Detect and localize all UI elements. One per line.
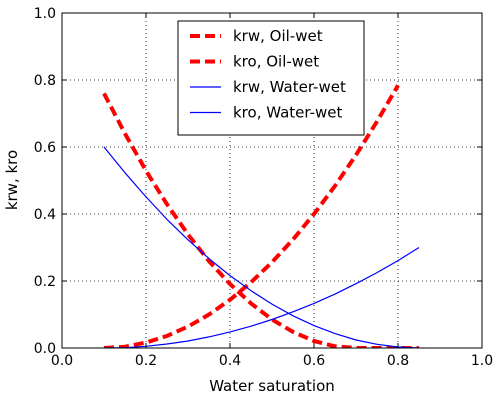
y-tick-label: 0.4 (34, 207, 56, 223)
x-tick-label: 1.0 (471, 353, 493, 369)
x-axis-label: Water saturation (209, 377, 335, 395)
legend-label: kro, Oil-wet (233, 53, 319, 71)
y-axis-label: krw, kro (3, 150, 21, 210)
y-tick-label: 0.8 (34, 73, 56, 89)
y-tick-label: 0.0 (34, 341, 56, 357)
legend-label: krw, Water-wet (233, 78, 346, 96)
legend: krw, Oil-wet kro, Oil-wet krw, Water-wet kr… (178, 21, 364, 135)
x-tick-label: 0.8 (387, 353, 409, 369)
legend-label: kro, Water-wet (233, 104, 343, 122)
legend-label: krw, Oil-wet (233, 27, 323, 45)
x-tick-label: 0.2 (135, 353, 157, 369)
x-tick-label: 0.6 (303, 353, 325, 369)
y-tick-label: 0.2 (34, 274, 56, 290)
x-tick-label: 0.4 (219, 353, 241, 369)
y-tick-label: 1.0 (34, 6, 56, 22)
y-tick-label: 0.6 (34, 140, 56, 156)
